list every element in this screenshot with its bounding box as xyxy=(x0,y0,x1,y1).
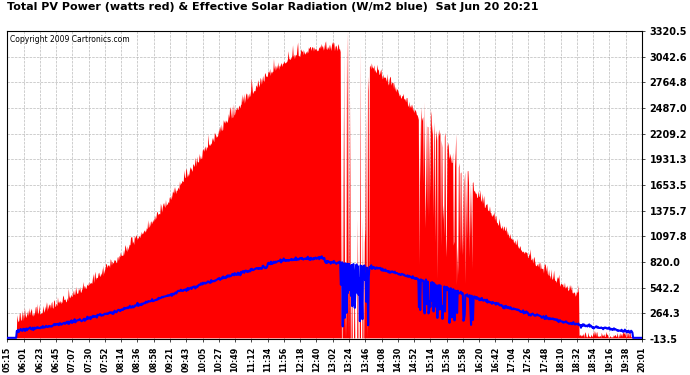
Text: Copyright 2009 Cartronics.com: Copyright 2009 Cartronics.com xyxy=(10,35,130,44)
Text: Total PV Power (watts red) & Effective Solar Radiation (W/m2 blue)  Sat Jun 20 2: Total PV Power (watts red) & Effective S… xyxy=(7,2,538,12)
